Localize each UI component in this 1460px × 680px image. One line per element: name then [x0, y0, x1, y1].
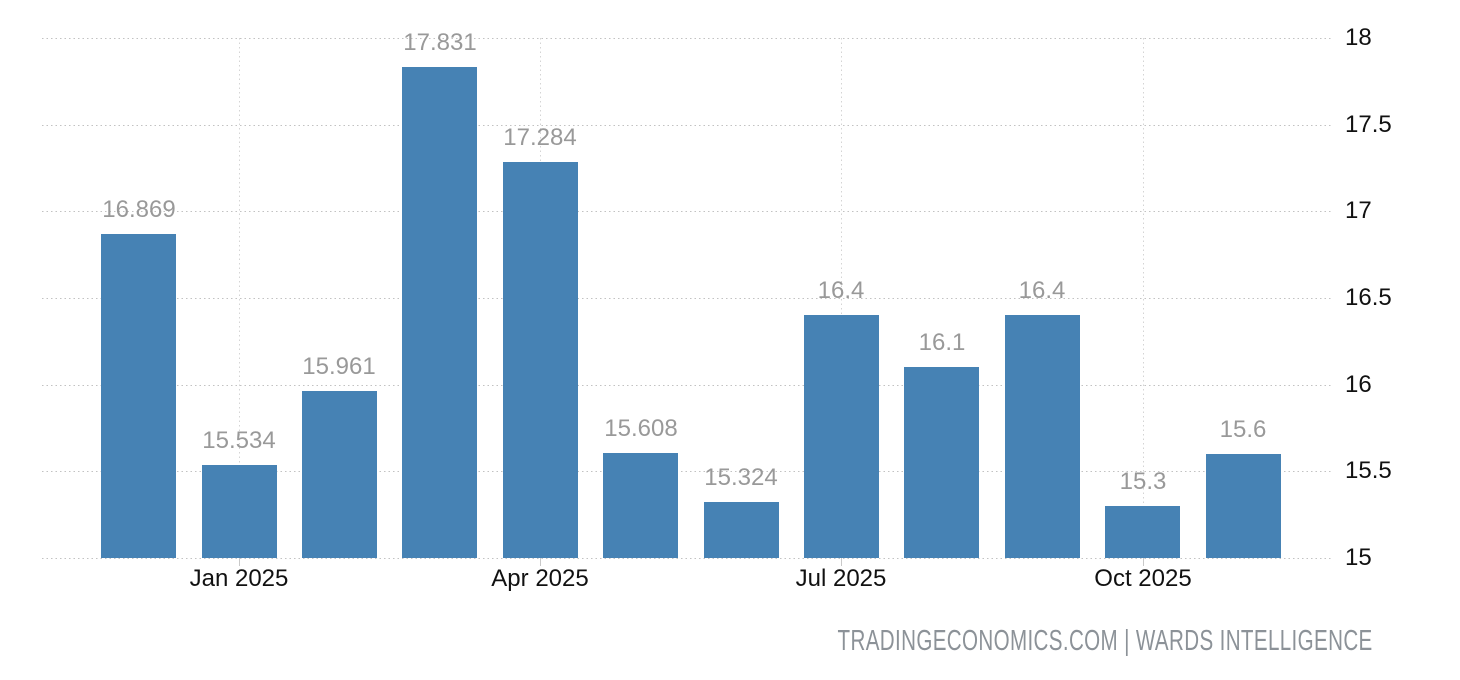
bar[interactable] — [1005, 315, 1080, 558]
bar[interactable] — [704, 502, 779, 558]
bar[interactable] — [101, 234, 176, 558]
y-axis-tick-label: 18 — [1345, 24, 1372, 51]
h-gridline — [42, 298, 1332, 299]
bar[interactable] — [1206, 454, 1281, 558]
bar-value-label: 15.324 — [704, 464, 778, 491]
bar[interactable] — [402, 67, 477, 558]
h-gridline — [42, 385, 1332, 386]
x-axis-tick — [841, 558, 842, 566]
h-gridline — [42, 38, 1332, 39]
bar-value-label: 16.869 — [102, 196, 176, 223]
watermark: TRADINGECONOMICS.COM | WARDS INTELLIGENC… — [837, 625, 1373, 657]
x-axis-tick-label: Oct 2025 — [1094, 565, 1192, 592]
x-axis-tick — [540, 558, 541, 566]
x-axis-tick-label: Jul 2025 — [795, 565, 887, 592]
bar-value-label: 15.608 — [604, 415, 678, 442]
bar[interactable] — [302, 391, 377, 558]
bar-value-label: 15.534 — [202, 427, 276, 454]
h-gridline — [42, 125, 1332, 126]
h-gridline — [42, 211, 1332, 212]
bar[interactable] — [202, 465, 277, 558]
bar-value-label: 16.1 — [918, 329, 966, 356]
y-axis-tick-label: 16 — [1345, 371, 1372, 398]
v-gridline — [841, 38, 842, 558]
bar[interactable] — [1105, 506, 1180, 558]
bar[interactable] — [904, 367, 979, 558]
x-axis-tick — [1143, 558, 1144, 566]
bar-value-label: 15.3 — [1119, 468, 1167, 495]
bar-value-label: 15.961 — [302, 353, 376, 380]
bar-value-label: 15.6 — [1219, 416, 1267, 443]
y-axis-tick-label: 16.5 — [1345, 284, 1392, 311]
bar[interactable] — [804, 315, 879, 558]
bar-value-label: 17.284 — [503, 124, 577, 151]
x-axis-tick-label: Apr 2025 — [491, 565, 589, 592]
v-gridline — [239, 38, 240, 558]
x-axis-tick-label: Jan 2025 — [189, 565, 289, 592]
bar-value-label: 16.4 — [1018, 277, 1066, 304]
y-axis-tick-label: 15 — [1345, 544, 1372, 571]
x-axis-tick — [239, 558, 240, 566]
bar[interactable] — [603, 453, 678, 558]
v-gridline — [1143, 38, 1144, 558]
y-axis-tick-label: 17.5 — [1345, 111, 1392, 138]
bar-value-label: 17.831 — [403, 29, 477, 56]
h-gridline — [42, 471, 1332, 472]
y-axis-tick-label: 15.5 — [1345, 457, 1392, 484]
y-axis-tick-label: 17 — [1345, 197, 1372, 224]
h-gridline — [42, 558, 1332, 559]
bar-value-label: 16.4 — [817, 277, 865, 304]
bar[interactable] — [503, 162, 578, 558]
